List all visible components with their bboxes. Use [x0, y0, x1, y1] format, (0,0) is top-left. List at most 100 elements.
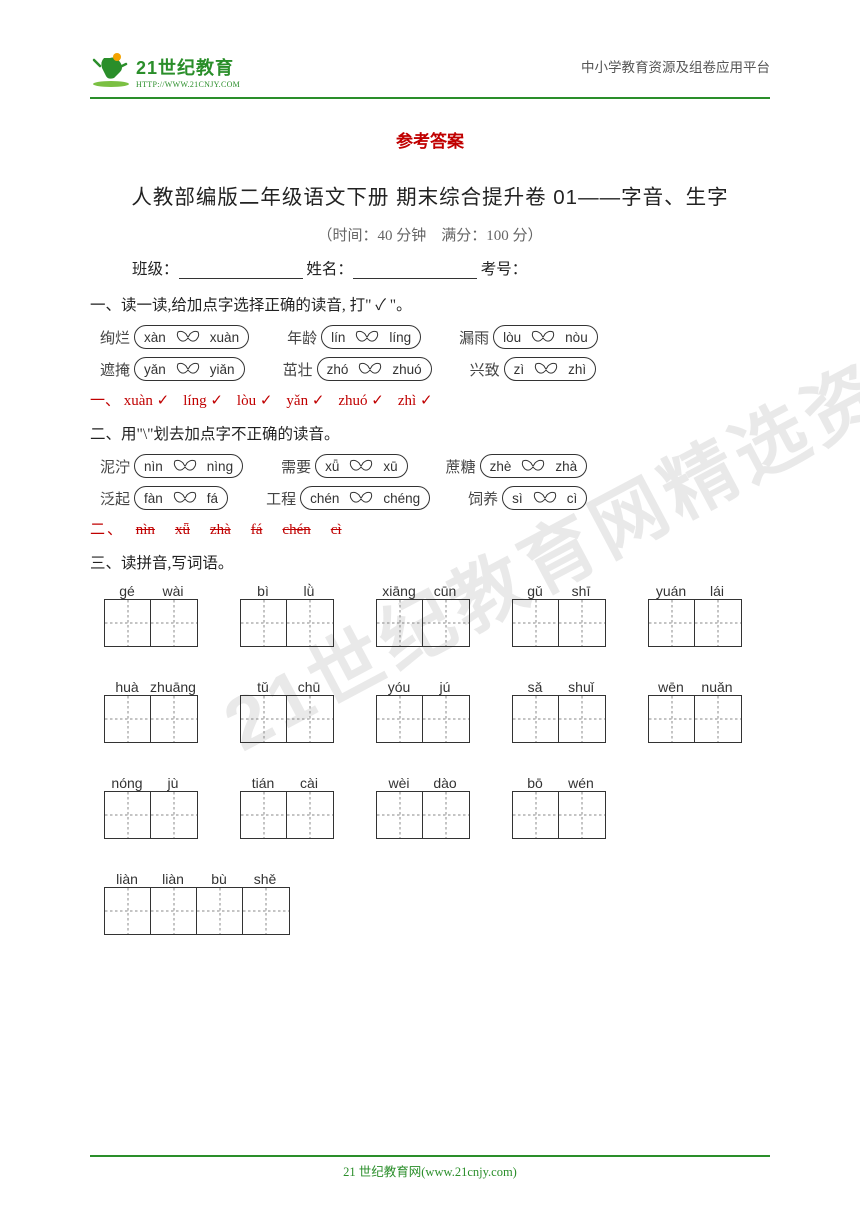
answer-item: xuàn ✓	[124, 393, 169, 409]
pinyin-option-a[interactable]: lòu	[494, 326, 530, 348]
bow-icon	[175, 357, 201, 381]
pinyin-option-a[interactable]: nìn	[135, 455, 172, 477]
pinyin-option-b[interactable]: líng	[380, 326, 420, 348]
pinyin-option-b[interactable]: cì	[558, 487, 587, 509]
pinyin-label: tǔ	[240, 679, 286, 695]
tianzige-cell[interactable]	[241, 600, 287, 646]
tianzige-cell[interactable]	[151, 792, 197, 838]
pinyin-option-b[interactable]: chéng	[374, 487, 429, 509]
tianzige-cell[interactable]	[559, 696, 605, 742]
pinyin-option-a[interactable]: lín	[322, 326, 354, 348]
bow-icon	[520, 454, 546, 478]
pinyin-label: shuǐ	[558, 679, 604, 695]
pinyin-label: xiāng	[376, 583, 422, 599]
pinyin-option-a[interactable]: xàn	[135, 326, 175, 348]
pinyin-pill[interactable]: lòu nòu	[493, 325, 598, 349]
class-blank[interactable]	[179, 261, 303, 279]
tianzige-cell[interactable]	[151, 600, 197, 646]
answer-title: 参考答案	[90, 127, 770, 152]
tianzige-cell[interactable]	[513, 696, 559, 742]
tianzige-cell[interactable]	[423, 792, 469, 838]
pinyin-option-a[interactable]: fàn	[135, 487, 172, 509]
pinyin-label: chū	[286, 679, 332, 695]
tianzige-cell[interactable]	[559, 600, 605, 646]
tianzige-cell[interactable]	[377, 792, 423, 838]
pinyin-option-a[interactable]: zhó	[318, 358, 358, 380]
pinyin-label: nuǎn	[694, 679, 740, 695]
tianzige-cell[interactable]	[243, 888, 289, 934]
tianzige-cell[interactable]	[513, 600, 559, 646]
tianzige-cell[interactable]	[377, 696, 423, 742]
tianzige-cell[interactable]	[649, 696, 695, 742]
tianzige-cell[interactable]	[649, 600, 695, 646]
pinyin-choice-item: 泥泞nìnnìng	[100, 454, 243, 478]
pinyin-label: huà	[104, 679, 150, 695]
tianzige-cell[interactable]	[287, 696, 333, 742]
pinyin-choice-item: 绚烂xànxuàn	[100, 325, 249, 349]
pinyin-option-b[interactable]: zhà	[546, 455, 586, 477]
pinyin-option-a[interactable]: yǎn	[135, 358, 175, 380]
pinyin-pill[interactable]: zhó zhuó	[317, 357, 432, 381]
pinyin-option-a[interactable]: xǖ	[316, 455, 348, 477]
tianzige-cell[interactable]	[287, 600, 333, 646]
tianzige-cell[interactable]	[377, 600, 423, 646]
tianzige-cell[interactable]	[105, 600, 151, 646]
tianzige-cell[interactable]	[151, 696, 197, 742]
pinyin-pill[interactable]: chén chéng	[300, 486, 430, 510]
tianzige-cell[interactable]	[423, 696, 469, 742]
pinyin-pill[interactable]: yǎn yiǎn	[134, 357, 245, 381]
tianzige-cell[interactable]	[513, 792, 559, 838]
answer-item: zhì ✓	[398, 393, 433, 409]
pinyin-option-a[interactable]: sì	[503, 487, 532, 509]
pinyin-option-a[interactable]: chén	[301, 487, 348, 509]
tianzige-cell[interactable]	[695, 696, 741, 742]
pinyin-pill[interactable]: lín líng	[321, 325, 421, 349]
tianzige-item: bìlǜ	[240, 583, 334, 647]
footer-divider	[90, 1155, 770, 1157]
tianzige-item: wèidào	[376, 775, 470, 839]
pinyin-option-b[interactable]: nòu	[556, 326, 597, 348]
tianzige-cell[interactable]	[695, 600, 741, 646]
pinyin-label: cūn	[422, 583, 468, 599]
tianzige-cell[interactable]	[287, 792, 333, 838]
pinyin-label: wén	[558, 775, 604, 791]
pinyin-option-a[interactable]: zì	[505, 358, 534, 380]
pinyin-option-b[interactable]: fá	[198, 487, 227, 509]
word-label: 兴致	[470, 359, 500, 380]
pinyin-pill[interactable]: zhè zhà	[480, 454, 588, 478]
pinyin-option-b[interactable]: xū	[374, 455, 406, 477]
pinyin-pill[interactable]: nìn nìng	[134, 454, 243, 478]
pinyin-pill[interactable]: xǖ xū	[315, 454, 408, 478]
pinyin-option-b[interactable]: yiǎn	[201, 358, 244, 380]
pinyin-pill[interactable]: fàn fá	[134, 486, 228, 510]
pinyin-label: jù	[150, 775, 196, 791]
answer-strike-item: zhà	[210, 522, 231, 538]
pinyin-option-b[interactable]: nìng	[198, 455, 242, 477]
tianzige-cell[interactable]	[151, 888, 197, 934]
tianzige-cell[interactable]	[105, 696, 151, 742]
pinyin-pill[interactable]: sì cì	[502, 486, 587, 510]
id-label: 考号：	[481, 261, 528, 278]
pinyin-option-b[interactable]: xuàn	[201, 326, 248, 348]
tianzige-cell[interactable]	[241, 696, 287, 742]
pinyin-option-b[interactable]: zhì	[559, 358, 595, 380]
name-blank[interactable]	[353, 261, 477, 279]
pinyin-label: wēn	[648, 679, 694, 695]
tianzige-cell[interactable]	[105, 792, 151, 838]
pinyin-choice-item: 遮掩yǎnyiǎn	[100, 357, 245, 381]
word-label: 茁壮	[283, 359, 313, 380]
tianzige-cell[interactable]	[197, 888, 243, 934]
tianzige-cell[interactable]	[105, 888, 151, 934]
pinyin-label: lǜ	[286, 583, 332, 599]
pinyin-label: tián	[240, 775, 286, 791]
tianzige-cell[interactable]	[423, 600, 469, 646]
tianzige-cell[interactable]	[241, 792, 287, 838]
pinyin-label: jú	[422, 679, 468, 695]
pinyin-pill[interactable]: xàn xuàn	[134, 325, 249, 349]
pinyin-option-a[interactable]: zhè	[481, 455, 521, 477]
tianzige-cell[interactable]	[559, 792, 605, 838]
pinyin-label: lái	[694, 583, 740, 599]
pinyin-option-b[interactable]: zhuó	[383, 358, 430, 380]
pinyin-pill[interactable]: zì zhì	[504, 357, 597, 381]
section2-answers: 二、 nìnxǖzhàfáchéncì	[90, 518, 770, 539]
